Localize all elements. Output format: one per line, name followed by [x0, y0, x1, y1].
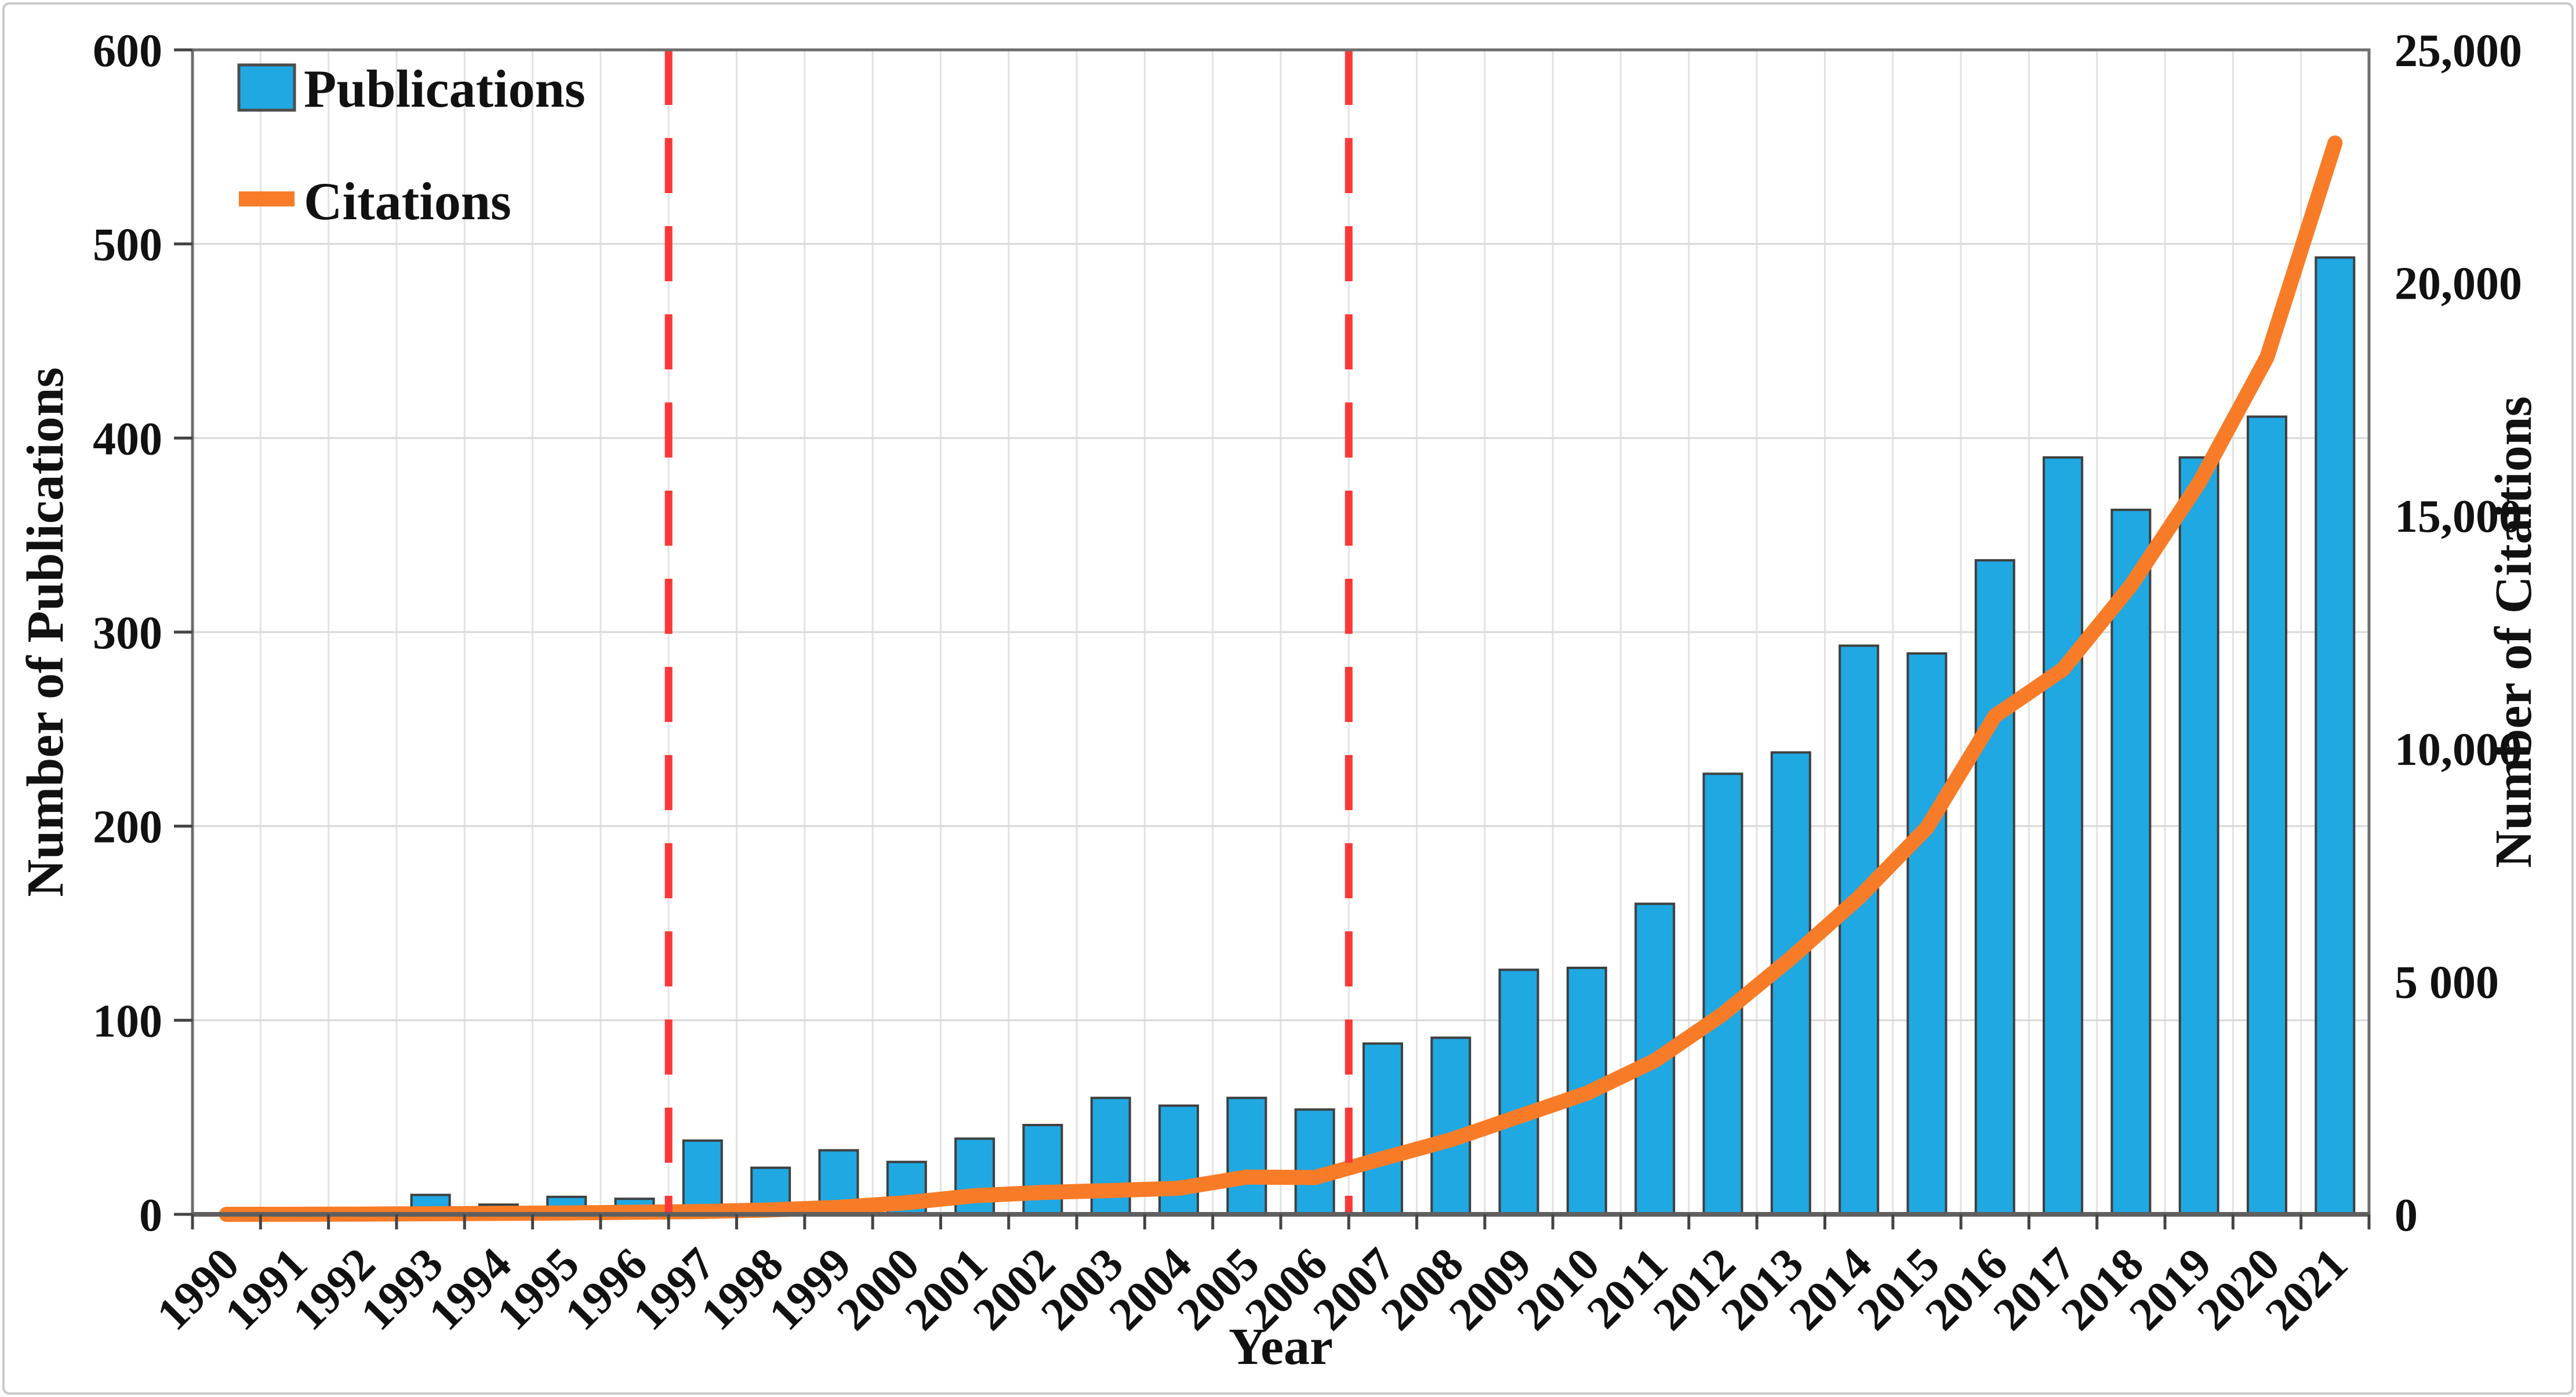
- left-axis-tick-label: 100: [93, 996, 162, 1047]
- x-axis-title: Year: [1229, 1318, 1333, 1376]
- legend: Publications Citations: [237, 59, 586, 231]
- bar-2006: [1294, 1108, 1335, 1216]
- left-axis-tick-label: 600: [93, 26, 162, 77]
- citations-legend-label: Citations: [304, 172, 511, 231]
- bar-2015: [1906, 652, 1948, 1215]
- bar-2016: [1974, 559, 2015, 1215]
- bar-2013: [1770, 751, 1811, 1215]
- left-axis-tick-label: 400: [93, 413, 162, 465]
- left-axis-tick-label: 0: [139, 1190, 162, 1241]
- tick-marks: [174, 48, 2371, 1229]
- bar-2009: [1498, 968, 1539, 1215]
- right-axis-title: Number of Citaitions: [2485, 396, 2542, 868]
- citations-legend-line-icon: [239, 191, 295, 206]
- right-axis-tick-label: 5 000: [2395, 957, 2499, 1008]
- right-axis-tick-label: 10,000: [2395, 724, 2522, 775]
- bar-2018: [2110, 509, 2152, 1215]
- bar-2014: [1839, 644, 1880, 1215]
- bar-2017: [2043, 456, 2084, 1215]
- bar-2020: [2247, 415, 2288, 1215]
- gridlines: [192, 50, 2369, 1214]
- bar-2002: [1022, 1124, 1063, 1216]
- left-axis-tick-label: 300: [93, 608, 162, 659]
- right-axis-tick-label: 0: [2395, 1190, 2418, 1241]
- right-axis-tick-label: 15,000: [2395, 491, 2522, 542]
- bar-2008: [1430, 1036, 1472, 1216]
- period-divider-lines: [664, 50, 1353, 1214]
- right-axis-tick-label: 25,000: [2395, 26, 2522, 77]
- bar-2004: [1158, 1104, 1200, 1215]
- bar-2019: [2178, 456, 2219, 1215]
- bar-1997: [682, 1139, 723, 1215]
- bar-2007: [1362, 1042, 1403, 1215]
- left-axis-tick-label: 200: [93, 802, 162, 853]
- bar-2021: [2315, 256, 2356, 1215]
- publications-legend-label: Publications: [304, 59, 586, 118]
- left-axis-title: Number of Publications: [17, 367, 74, 897]
- bar-2005: [1226, 1097, 1267, 1215]
- left-axis-tick-label: 500: [93, 220, 162, 271]
- right-axis-tick-label: 20,000: [2395, 259, 2522, 310]
- publications-legend-swatch: [237, 63, 296, 112]
